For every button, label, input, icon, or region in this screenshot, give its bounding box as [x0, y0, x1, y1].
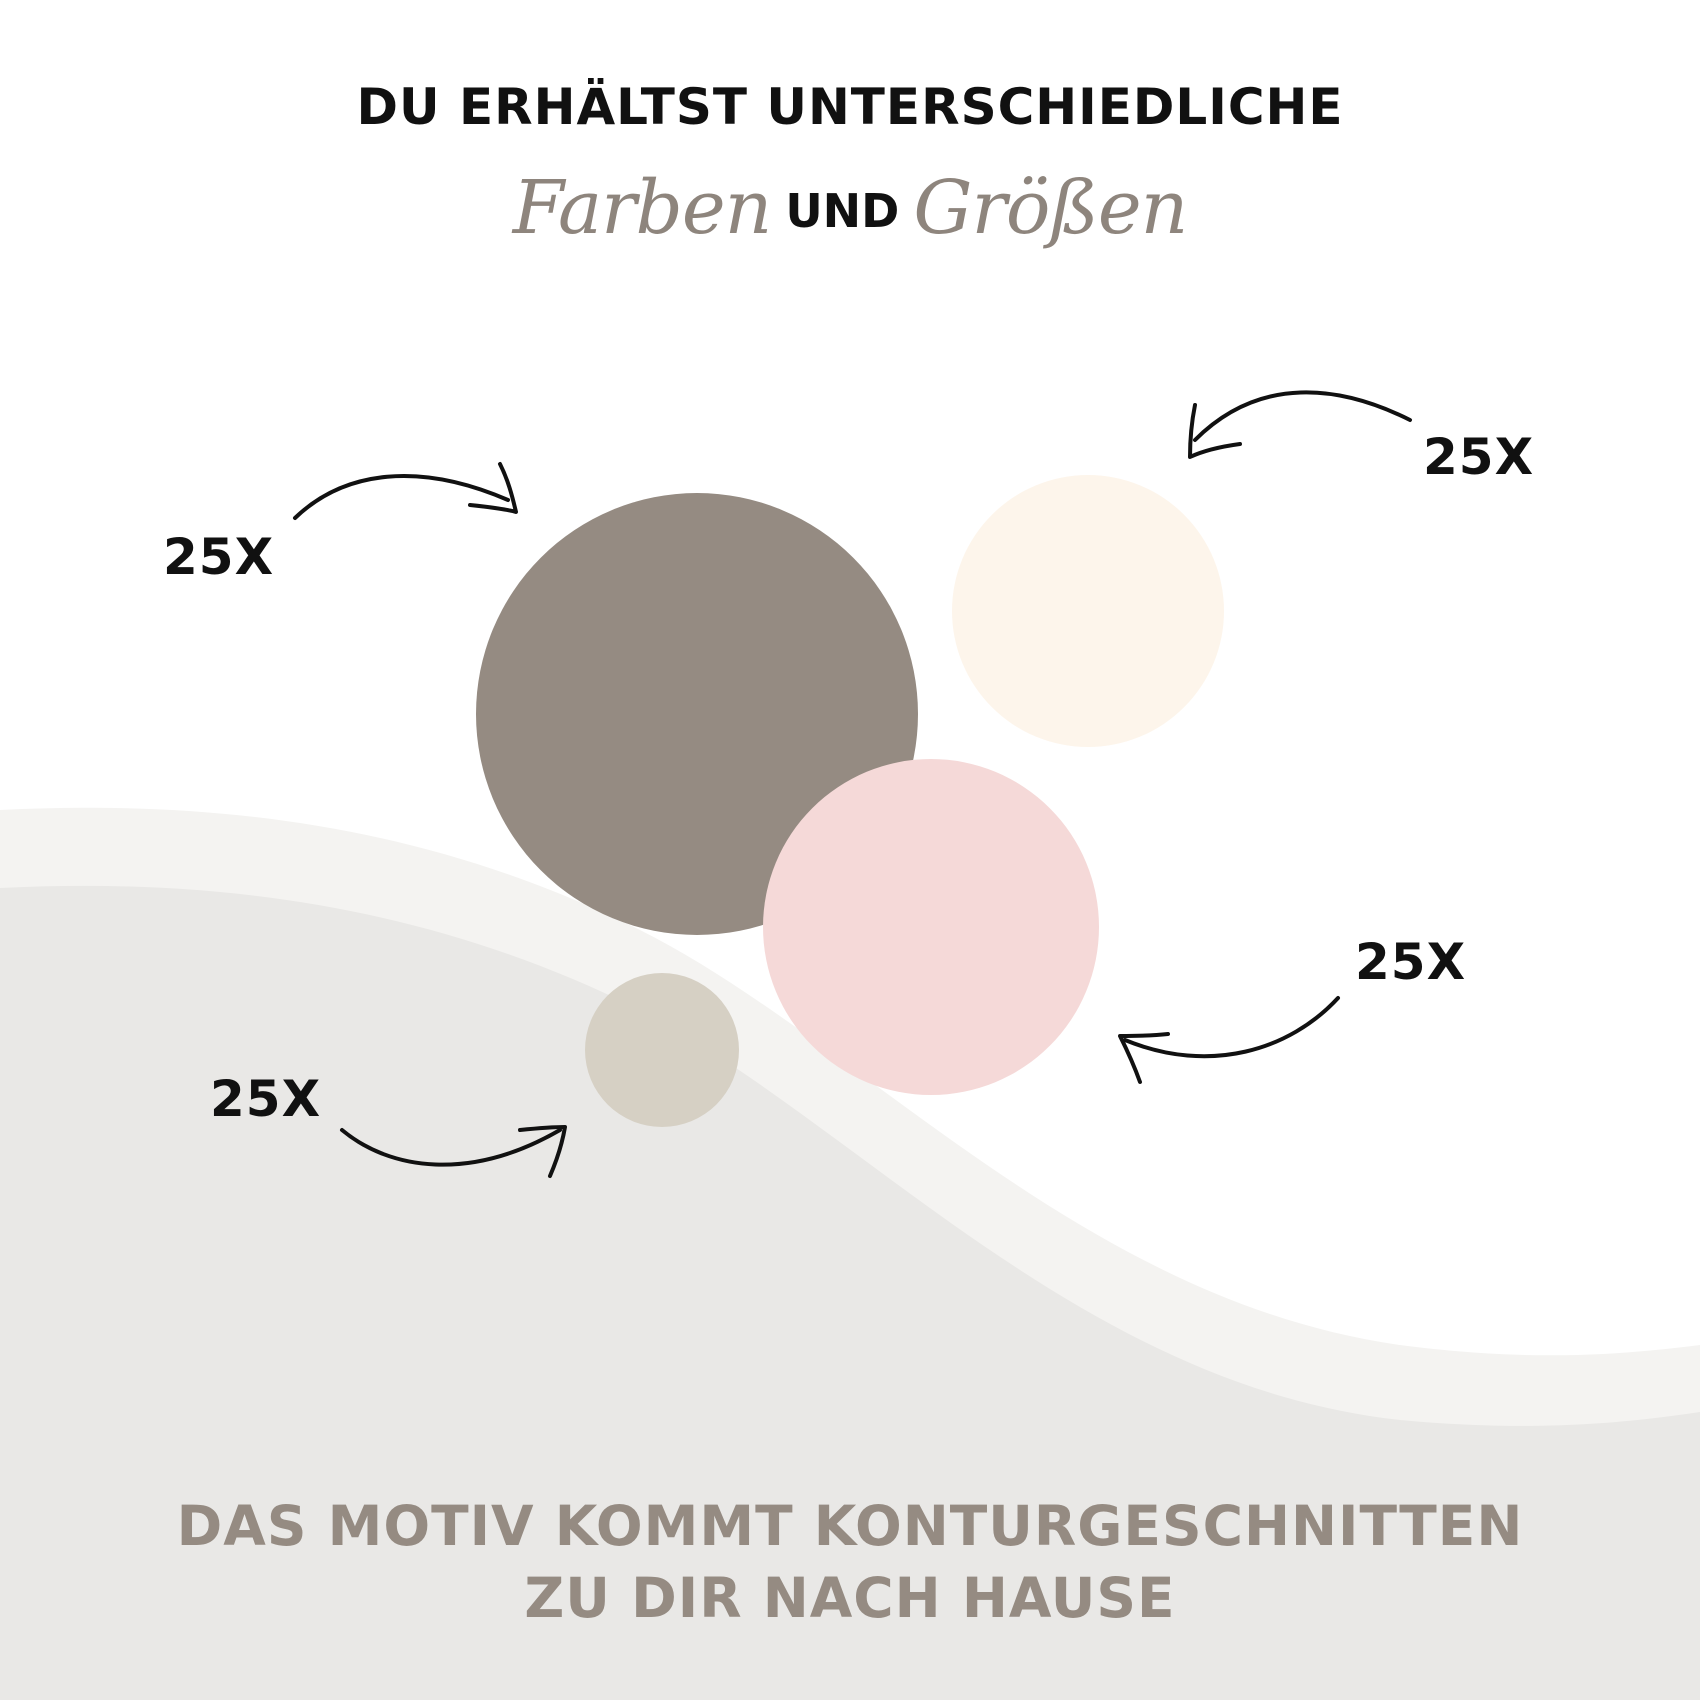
beige-circle	[585, 973, 739, 1127]
sizes-word: Größen	[913, 165, 1188, 251]
and-word: UND	[785, 184, 900, 238]
colors-word: Farben	[512, 165, 773, 251]
footer-line-1: DAS MOTIV KOMMT KONTURGESCHNITTEN	[176, 1494, 1524, 1558]
subtitle: Farben UND Größen	[0, 165, 1700, 251]
footer-line-2: ZU DIR NACH HAUSE	[524, 1566, 1176, 1630]
cream-count-label: 25X	[1423, 428, 1535, 486]
taupe-count-label: 25X	[163, 528, 275, 586]
arrow-to-pink-icon	[1118, 996, 1340, 1084]
cream-circle	[952, 475, 1224, 747]
pink-count-label: 25X	[1355, 933, 1467, 991]
beige-count-label: 25X	[210, 1070, 322, 1128]
pink-circle	[763, 759, 1099, 1095]
arrow-to-cream-icon	[1188, 390, 1412, 459]
page-title: DU ERHÄLTST UNTERSCHIEDLICHE	[356, 78, 1344, 136]
arrow-to-taupe-icon	[293, 462, 518, 520]
arrow-to-beige-icon	[340, 1125, 567, 1178]
dark-wave	[0, 885, 1700, 1700]
